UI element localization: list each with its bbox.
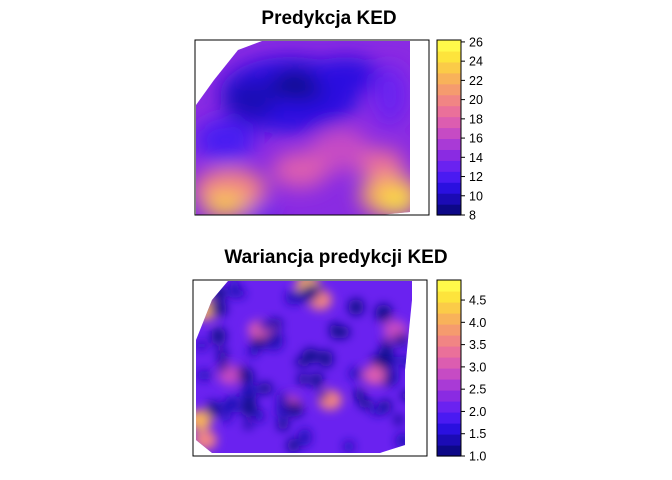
colorbar-segment (437, 335, 461, 347)
plot-frame (194, 39, 430, 216)
colorbar-tick-label: 26 (469, 35, 483, 49)
chart-title: Wariancja predykcji KED (224, 247, 447, 268)
colorbar-tick-label: 2.5 (469, 383, 486, 397)
colorbar-segment (437, 368, 461, 380)
colorbar-segment (437, 171, 461, 183)
colorbar-tick-label: 3.0 (469, 360, 486, 374)
colorbar-tick-label: 22 (469, 74, 483, 88)
colorbar-segment (437, 357, 461, 369)
colorbar-tick-label: 12 (469, 170, 483, 184)
colorbar-tick-label: 14 (469, 151, 483, 165)
plot-frame (192, 279, 428, 457)
colorbar-segment (437, 401, 461, 413)
colorbar-segment (437, 379, 461, 391)
legend-colorbar: 8 10 12 14 16 18 20 22 24 26 (436, 35, 483, 223)
colorbar-segment (437, 105, 461, 118)
chart-title: Predykcja KED (261, 8, 396, 29)
colorbar-segment (437, 127, 461, 140)
colorbar-tick-label: 16 (469, 132, 483, 146)
colorbar-tick-label: 4.5 (469, 294, 486, 308)
colorbar-tick-label: 2.0 (469, 405, 486, 419)
colorbar-segment (437, 434, 461, 446)
colorbar-segment (437, 61, 461, 74)
colorbar-segment (437, 280, 461, 292)
colorbar-segment (437, 412, 461, 424)
colorbar-segment (437, 182, 461, 194)
heatmap-surface (196, 41, 410, 215)
colorbar-segment (437, 313, 461, 325)
colorbar-segment (437, 160, 461, 172)
colorbar-segment (437, 291, 461, 303)
colorbar-tick-label: 3.5 (469, 338, 486, 352)
colorbar-segment (437, 390, 461, 402)
colorbar-segment (437, 94, 461, 107)
colorbar-segment (437, 346, 461, 358)
colorbar-tick-label: 4.0 (469, 316, 486, 330)
colorbar-segment (437, 149, 461, 161)
colorbar-tick-label: 1.5 (469, 427, 486, 441)
colorbar-segment (437, 40, 461, 52)
colorbar-segment (437, 204, 461, 216)
colorbar-tick-label: 18 (469, 112, 483, 126)
colorbar-segment (437, 116, 461, 129)
heatmap-surface (196, 281, 412, 453)
colorbar-segment (437, 302, 461, 314)
colorbar-segment (437, 50, 461, 63)
panel-predykcja: Predykcja KED (194, 8, 483, 223)
colorbar-segment (437, 324, 461, 336)
colorbar-segment (437, 72, 461, 85)
colorbar-segment (437, 193, 461, 205)
colorbar-segment (437, 445, 461, 457)
colorbar-segment (437, 83, 461, 96)
colorbar-tick-label: 10 (469, 189, 483, 203)
colorbar-segment (437, 138, 461, 150)
panel-wariancja: Wariancja predykcji KED 1.0 1.5 2.0 2.5 3.0 3… (192, 247, 486, 464)
colorbar-tick-label: 20 (469, 93, 483, 107)
colorbar-tick-label: 8 (469, 209, 476, 223)
colorbar-tick-label: 1.0 (469, 450, 486, 464)
colorbar-tick-label: 24 (469, 55, 483, 69)
colorbar-segment (437, 423, 461, 435)
legend-colorbar: 1.0 1.5 2.0 2.5 3.0 3.5 4.0 4.5 (436, 279, 486, 464)
